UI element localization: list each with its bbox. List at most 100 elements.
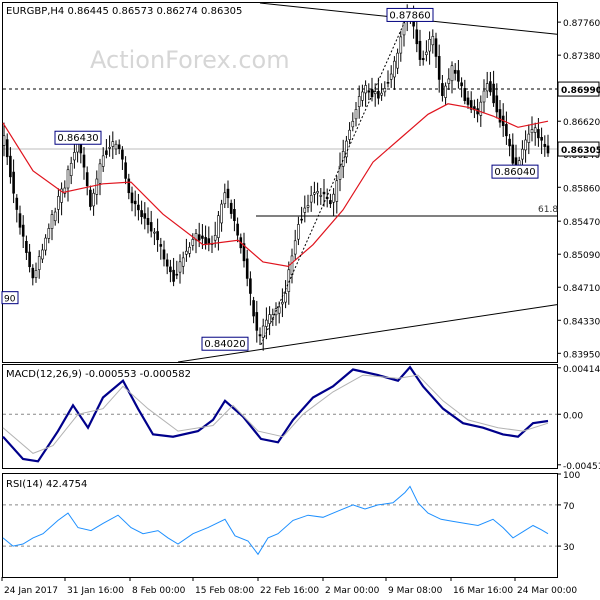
candle-body — [437, 56, 441, 80]
candle-body — [47, 228, 51, 239]
candle-body — [5, 139, 9, 158]
macd-line — [2, 365, 549, 463]
candle-body — [277, 306, 281, 314]
x-tick-label-8: 24 Mar 00:00 — [517, 586, 577, 596]
candle-body — [431, 36, 435, 46]
candle-body — [300, 218, 303, 221]
y-tick-label-0: 0.87760 — [563, 19, 600, 29]
candle-body — [357, 96, 361, 107]
x-tick-label-3: 15 Feb 08:00 — [195, 586, 254, 596]
candle-body — [111, 141, 115, 147]
main-chart-title: EURGBP,H4 0.86445 0.86573 0.86274 0.8630… — [6, 6, 242, 17]
candle-body — [460, 82, 463, 87]
candle-body — [396, 52, 399, 69]
candle-body — [319, 195, 323, 197]
candle-body — [127, 178, 131, 194]
candle-body — [252, 300, 255, 317]
candle-body — [12, 171, 15, 194]
candle-body — [345, 140, 348, 158]
y-tick-label-8: 0.84710 — [563, 284, 600, 294]
candle-body — [98, 163, 102, 184]
candle-body — [50, 214, 54, 229]
candle-body — [533, 127, 537, 133]
candle-body — [527, 133, 531, 143]
candle-body — [137, 204, 140, 211]
candle-body — [34, 270, 38, 278]
trendline-1 — [177, 304, 558, 363]
candle-body — [226, 188, 230, 199]
x-tick-label-4: 22 Feb 16:00 — [260, 586, 319, 596]
candle-body — [245, 258, 249, 279]
candle-body — [41, 249, 44, 260]
y-tick-label-3: 0.86620 — [563, 118, 600, 128]
y-tick-label-6: 0.85470 — [563, 218, 600, 228]
candle-body — [105, 150, 108, 155]
candle-body — [537, 129, 540, 139]
candle-body — [329, 200, 332, 205]
annotation-box-0 — [386, 7, 434, 22]
candle-body — [197, 234, 201, 241]
main-panel-frame — [2, 2, 558, 363]
candle-body — [386, 82, 390, 84]
candle-body — [143, 213, 147, 219]
x-tick-label-1: 31 Jan 16:00 — [67, 586, 124, 596]
candle-body — [284, 293, 287, 303]
macd-title: MACD(12,26,9) -0.000553 -0.000582 — [6, 369, 191, 380]
rsi-y-tick-label-1: 70 — [563, 502, 575, 512]
main-annotations: 0.87860 0.86430 0.86040 0.84020 90 — [1, 7, 539, 351]
left-cut-label-box — [1, 291, 19, 305]
x-tick-label-6: 9 Mar 08:00 — [388, 586, 443, 596]
candle-body — [165, 259, 169, 267]
panels — [2, 2, 558, 578]
candle-body — [57, 196, 60, 210]
candle-body — [229, 202, 233, 214]
candle-body — [482, 90, 486, 103]
candle-body — [146, 218, 150, 225]
candle-body — [485, 83, 489, 92]
candle-body — [303, 207, 307, 213]
candle-body — [383, 88, 387, 93]
candle-body — [242, 243, 246, 262]
candle-body — [341, 151, 345, 167]
candle-body — [338, 165, 342, 180]
candle-body — [316, 191, 319, 194]
candle-body — [261, 325, 265, 338]
candle-body — [389, 73, 393, 80]
candle-body — [156, 231, 159, 241]
candle-body — [380, 92, 383, 96]
candle-body — [364, 85, 367, 94]
candle-body — [370, 88, 374, 98]
candle-body — [153, 231, 156, 234]
candle-body — [9, 155, 12, 178]
candle-body — [546, 145, 550, 154]
candle-body — [492, 83, 495, 104]
candle-body — [140, 210, 143, 218]
rsi-line — [2, 485, 549, 556]
candle-body — [268, 314, 271, 324]
annotation-box-1 — [54, 130, 102, 145]
candle-body — [233, 209, 236, 222]
candle-body — [441, 83, 444, 96]
candle-body — [351, 120, 355, 128]
candle-body — [434, 38, 438, 57]
candle-body — [313, 192, 316, 195]
candle-body — [505, 124, 508, 137]
candle-body — [354, 109, 358, 120]
candle-body — [172, 269, 175, 282]
candle-body — [95, 178, 99, 195]
candle-body — [293, 240, 297, 255]
candle-body — [418, 40, 422, 60]
rsi-y-tick-label-0: 100 — [563, 471, 580, 481]
candle-body — [185, 250, 188, 255]
candle-body — [415, 29, 419, 45]
candle-body — [469, 100, 473, 110]
x-tick-label-0: 24 Jan 2017 — [4, 586, 58, 596]
candle-body — [44, 237, 47, 251]
candle-body — [421, 58, 425, 61]
candle-body — [117, 144, 121, 150]
candle-body — [60, 188, 63, 203]
candle-body — [306, 205, 310, 208]
candle-body — [159, 244, 163, 247]
macd-signal-line — [2, 374, 549, 454]
